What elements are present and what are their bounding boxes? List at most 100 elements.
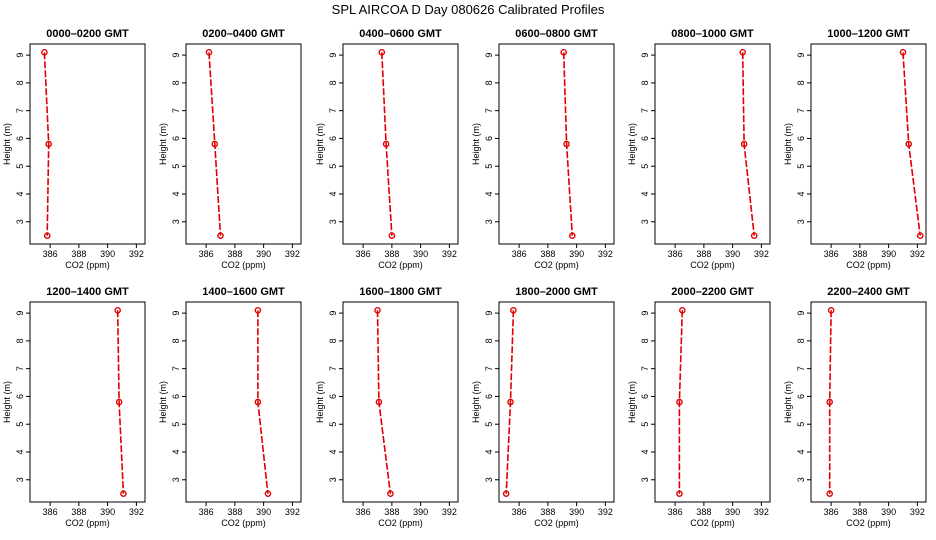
x-tick-label: 386	[199, 249, 214, 259]
data-point	[507, 398, 514, 406]
y-tick-label: 6	[796, 136, 806, 141]
y-tick-label: 6	[171, 394, 181, 399]
data-point	[41, 49, 48, 56]
x-tick-label: 392	[129, 507, 144, 517]
y-tick-label: 4	[640, 449, 650, 454]
data-point	[378, 49, 386, 56]
x-tick-label: 392	[442, 507, 457, 517]
y-tick-label: 7	[15, 108, 25, 113]
profile-line	[505, 310, 515, 494]
y-axis-label: Height (m)	[627, 381, 637, 423]
profile-panel: 0600–0800 GMT 386 388 390 392 3 4 5 6 7 8 9 CO2 (ppm…	[471, 28, 615, 270]
x-tick-label: 386	[512, 507, 527, 517]
y-tick-label: 5	[640, 422, 650, 427]
y-tick-label: 6	[640, 394, 650, 399]
profile-panel: 0000–0200 GMT 386 388 390 392 3 4 5 6 7 8 9 CO2 (ppm…	[2, 28, 146, 270]
data-point	[826, 490, 833, 497]
y-tick-label: 9	[640, 311, 650, 316]
x-tick-label: 390	[569, 507, 584, 517]
y-tick-label: 3	[796, 219, 806, 224]
plot-frame	[654, 43, 771, 245]
y-tick-label: 8	[484, 338, 494, 343]
plot-frame	[654, 301, 771, 503]
x-tick-label: 386	[668, 507, 683, 517]
x-tick-label: 392	[442, 249, 457, 259]
y-axis-label: Height (m)	[158, 123, 168, 165]
x-axis-label: CO2 (ppm)	[690, 260, 735, 270]
x-axis-label: CO2 (ppm)	[65, 260, 110, 270]
profile-panel: 1200–1400 GMT 386 388 390 392 3 4 5 6 7 8 9 CO2 (ppm…	[2, 286, 146, 528]
panel-title: 0000–0200 GMT	[46, 28, 129, 40]
x-tick-label: 386	[43, 249, 58, 259]
data-point	[563, 140, 570, 148]
y-tick-label: 5	[796, 164, 806, 169]
data-point	[374, 307, 381, 314]
x-tick-label: 392	[910, 249, 925, 259]
x-axis-label: CO2 (ppm)	[221, 260, 266, 270]
y-tick-label: 7	[796, 366, 806, 371]
x-tick-label: 388	[384, 249, 399, 259]
data-point	[120, 490, 127, 497]
profile-panel: 2200–2400 GMT 386 388 390 392 3 4 5 6 7 8 9 CO2 (ppm…	[783, 286, 927, 528]
plot-frame	[29, 43, 146, 245]
y-tick-label: 9	[796, 311, 806, 316]
plot-frame	[810, 43, 927, 245]
x-tick-label: 386	[43, 507, 58, 517]
panel-title: 1400–1600 GMT	[202, 286, 285, 298]
x-tick-label: 388	[540, 507, 555, 517]
y-tick-label: 3	[15, 219, 25, 224]
x-tick-label: 390	[256, 507, 271, 517]
x-tick-label: 392	[285, 507, 300, 517]
plot-frame	[342, 301, 459, 503]
profile-panel: 2000–2200 GMT 386 388 390 392 3 4 5 6 7 8 9 CO2 (ppm…	[627, 286, 771, 528]
y-tick-label: 9	[640, 53, 650, 58]
y-tick-label: 7	[640, 366, 650, 371]
data-point	[211, 140, 219, 148]
x-tick-label: 388	[852, 249, 867, 259]
profile-line	[257, 310, 269, 494]
profile-panel: 1600–1800 GMT 386 388 390 392 3 4 5 6 7 8 9 CO2 (ppm…	[315, 286, 459, 528]
x-axis-label: CO2 (ppm)	[534, 518, 579, 528]
x-tick-label: 386	[824, 249, 839, 259]
y-tick-label: 4	[171, 449, 181, 454]
profile-panel: 1800–2000 GMT 386 388 390 392 3 4 5 6 7 8 9 CO2 (ppm…	[471, 286, 615, 528]
profile-line	[678, 310, 684, 494]
y-tick-label: 8	[171, 80, 181, 85]
y-tick-label: 5	[484, 164, 494, 169]
x-tick-label: 392	[754, 507, 769, 517]
data-point	[254, 398, 262, 406]
x-tick-label: 390	[725, 507, 740, 517]
data-point	[676, 490, 683, 497]
y-axis-label: Height (m)	[471, 381, 481, 423]
y-axis-label: Height (m)	[2, 123, 12, 165]
y-tick-label: 4	[484, 449, 494, 454]
data-point	[679, 307, 686, 314]
data-point	[827, 307, 835, 314]
x-tick-label: 386	[668, 249, 683, 259]
y-tick-label: 4	[328, 191, 338, 196]
plot-frame	[29, 301, 146, 503]
y-axis-label: Height (m)	[315, 123, 325, 165]
y-tick-label: 5	[484, 422, 494, 427]
y-tick-label: 9	[328, 311, 338, 316]
profile-line	[116, 310, 125, 494]
data-point	[510, 307, 517, 314]
plot-frame	[342, 43, 459, 245]
x-axis-label: CO2 (ppm)	[846, 518, 891, 528]
y-tick-label: 7	[484, 108, 494, 113]
x-tick-label: 386	[199, 507, 214, 517]
profile-line	[43, 52, 50, 236]
y-tick-label: 6	[171, 136, 181, 141]
y-tick-label: 7	[796, 108, 806, 113]
y-tick-label: 3	[484, 477, 494, 482]
profile-line	[381, 52, 393, 236]
y-tick-label: 4	[484, 191, 494, 196]
x-tick-label: 390	[569, 249, 584, 259]
data-point	[375, 398, 383, 406]
x-axis-label: CO2 (ppm)	[378, 260, 423, 270]
y-tick-label: 8	[171, 338, 181, 343]
y-tick-label: 4	[171, 191, 181, 196]
y-axis-label: Height (m)	[627, 123, 637, 165]
data-point	[114, 307, 121, 314]
